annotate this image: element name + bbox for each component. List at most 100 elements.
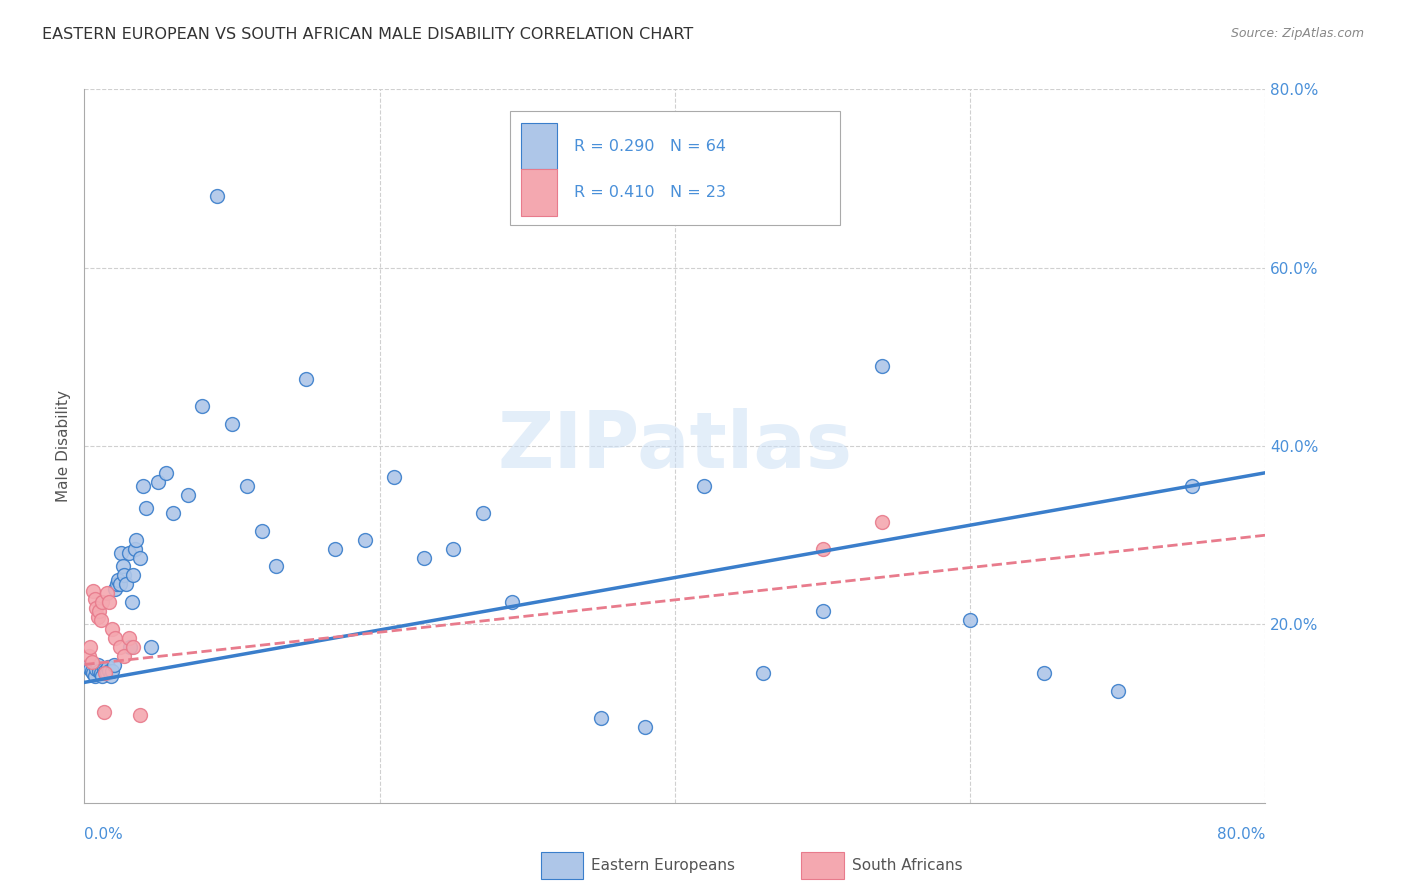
- Point: [125, 533, 148, 547]
- Point: [129, 708, 152, 723]
- Point: [139, 640, 162, 654]
- Point: [86, 610, 108, 624]
- Point: [354, 533, 377, 547]
- Point: [83, 592, 105, 607]
- Point: [191, 399, 214, 413]
- Text: EASTERN EUROPEAN VS SOUTH AFRICAN MALE DISABILITY CORRELATION CHART: EASTERN EUROPEAN VS SOUTH AFRICAN MALE D…: [42, 27, 693, 42]
- Point: [122, 640, 145, 654]
- Point: [90, 666, 112, 681]
- Point: [148, 475, 170, 489]
- Text: South Africans: South Africans: [852, 858, 963, 872]
- Point: [80, 655, 103, 669]
- Point: [94, 664, 117, 678]
- Point: [959, 613, 981, 627]
- Bar: [522, 123, 557, 169]
- Point: [82, 583, 104, 598]
- Point: [124, 541, 146, 556]
- Point: [93, 705, 115, 719]
- Point: [111, 559, 134, 574]
- Point: [250, 524, 273, 538]
- Point: [80, 664, 103, 678]
- Point: [79, 662, 101, 676]
- Point: [91, 669, 114, 683]
- Point: [264, 559, 288, 574]
- Point: [162, 506, 184, 520]
- Point: [84, 601, 107, 615]
- Point: [112, 568, 135, 582]
- Point: [91, 595, 114, 609]
- Point: [108, 577, 131, 591]
- Bar: [509, 111, 841, 225]
- Point: [84, 662, 107, 676]
- Y-axis label: Male Disability: Male Disability: [56, 390, 72, 502]
- Point: [118, 631, 141, 645]
- Point: [107, 573, 129, 587]
- Text: Eastern Europeans: Eastern Europeans: [591, 858, 734, 872]
- Point: [93, 662, 115, 676]
- Point: [177, 488, 200, 502]
- Point: [870, 359, 893, 373]
- Point: [1107, 684, 1129, 698]
- Point: [811, 604, 834, 618]
- Text: ZIPatlas: ZIPatlas: [498, 408, 852, 484]
- Point: [104, 582, 127, 596]
- Point: [105, 577, 128, 591]
- Point: [79, 640, 101, 654]
- Point: [870, 515, 893, 529]
- Point: [323, 541, 347, 556]
- Point: [98, 595, 121, 609]
- Point: [752, 666, 775, 681]
- Point: [236, 479, 259, 493]
- Text: R = 0.410   N = 23: R = 0.410 N = 23: [575, 186, 727, 200]
- Point: [295, 372, 318, 386]
- Point: [110, 546, 132, 560]
- Point: [77, 648, 100, 663]
- Point: [221, 417, 243, 431]
- Bar: [522, 169, 557, 216]
- Point: [811, 541, 834, 556]
- Text: 0.0%: 0.0%: [84, 827, 124, 841]
- Text: R = 0.290   N = 64: R = 0.290 N = 64: [575, 139, 727, 153]
- Point: [135, 501, 157, 516]
- Point: [114, 577, 136, 591]
- Point: [104, 631, 127, 645]
- Point: [1032, 666, 1054, 681]
- Point: [132, 479, 155, 493]
- Point: [97, 660, 120, 674]
- Point: [100, 669, 122, 683]
- Point: [413, 550, 436, 565]
- Point: [77, 657, 100, 672]
- Point: [501, 595, 523, 609]
- Text: 80.0%: 80.0%: [1218, 827, 1265, 841]
- Point: [155, 466, 177, 480]
- Point: [112, 648, 135, 663]
- Point: [205, 189, 228, 203]
- Point: [1181, 479, 1204, 493]
- Point: [96, 586, 118, 600]
- Point: [121, 595, 143, 609]
- Point: [129, 550, 152, 565]
- Point: [122, 568, 145, 582]
- Point: [90, 613, 112, 627]
- Point: [94, 666, 117, 681]
- Point: [101, 664, 124, 678]
- Point: [591, 711, 613, 725]
- Point: [96, 666, 118, 681]
- Point: [83, 669, 105, 683]
- Text: Source: ZipAtlas.com: Source: ZipAtlas.com: [1230, 27, 1364, 40]
- Point: [120, 640, 142, 654]
- Point: [118, 546, 141, 560]
- Point: [472, 506, 495, 520]
- Point: [86, 657, 108, 672]
- Point: [101, 622, 124, 636]
- Point: [634, 720, 657, 734]
- Point: [103, 657, 125, 672]
- Point: [89, 664, 111, 678]
- Point: [108, 640, 131, 654]
- Point: [82, 666, 104, 681]
- Point: [693, 479, 716, 493]
- Point: [89, 604, 111, 618]
- Point: [441, 541, 464, 556]
- Point: [98, 664, 121, 678]
- Point: [382, 470, 406, 484]
